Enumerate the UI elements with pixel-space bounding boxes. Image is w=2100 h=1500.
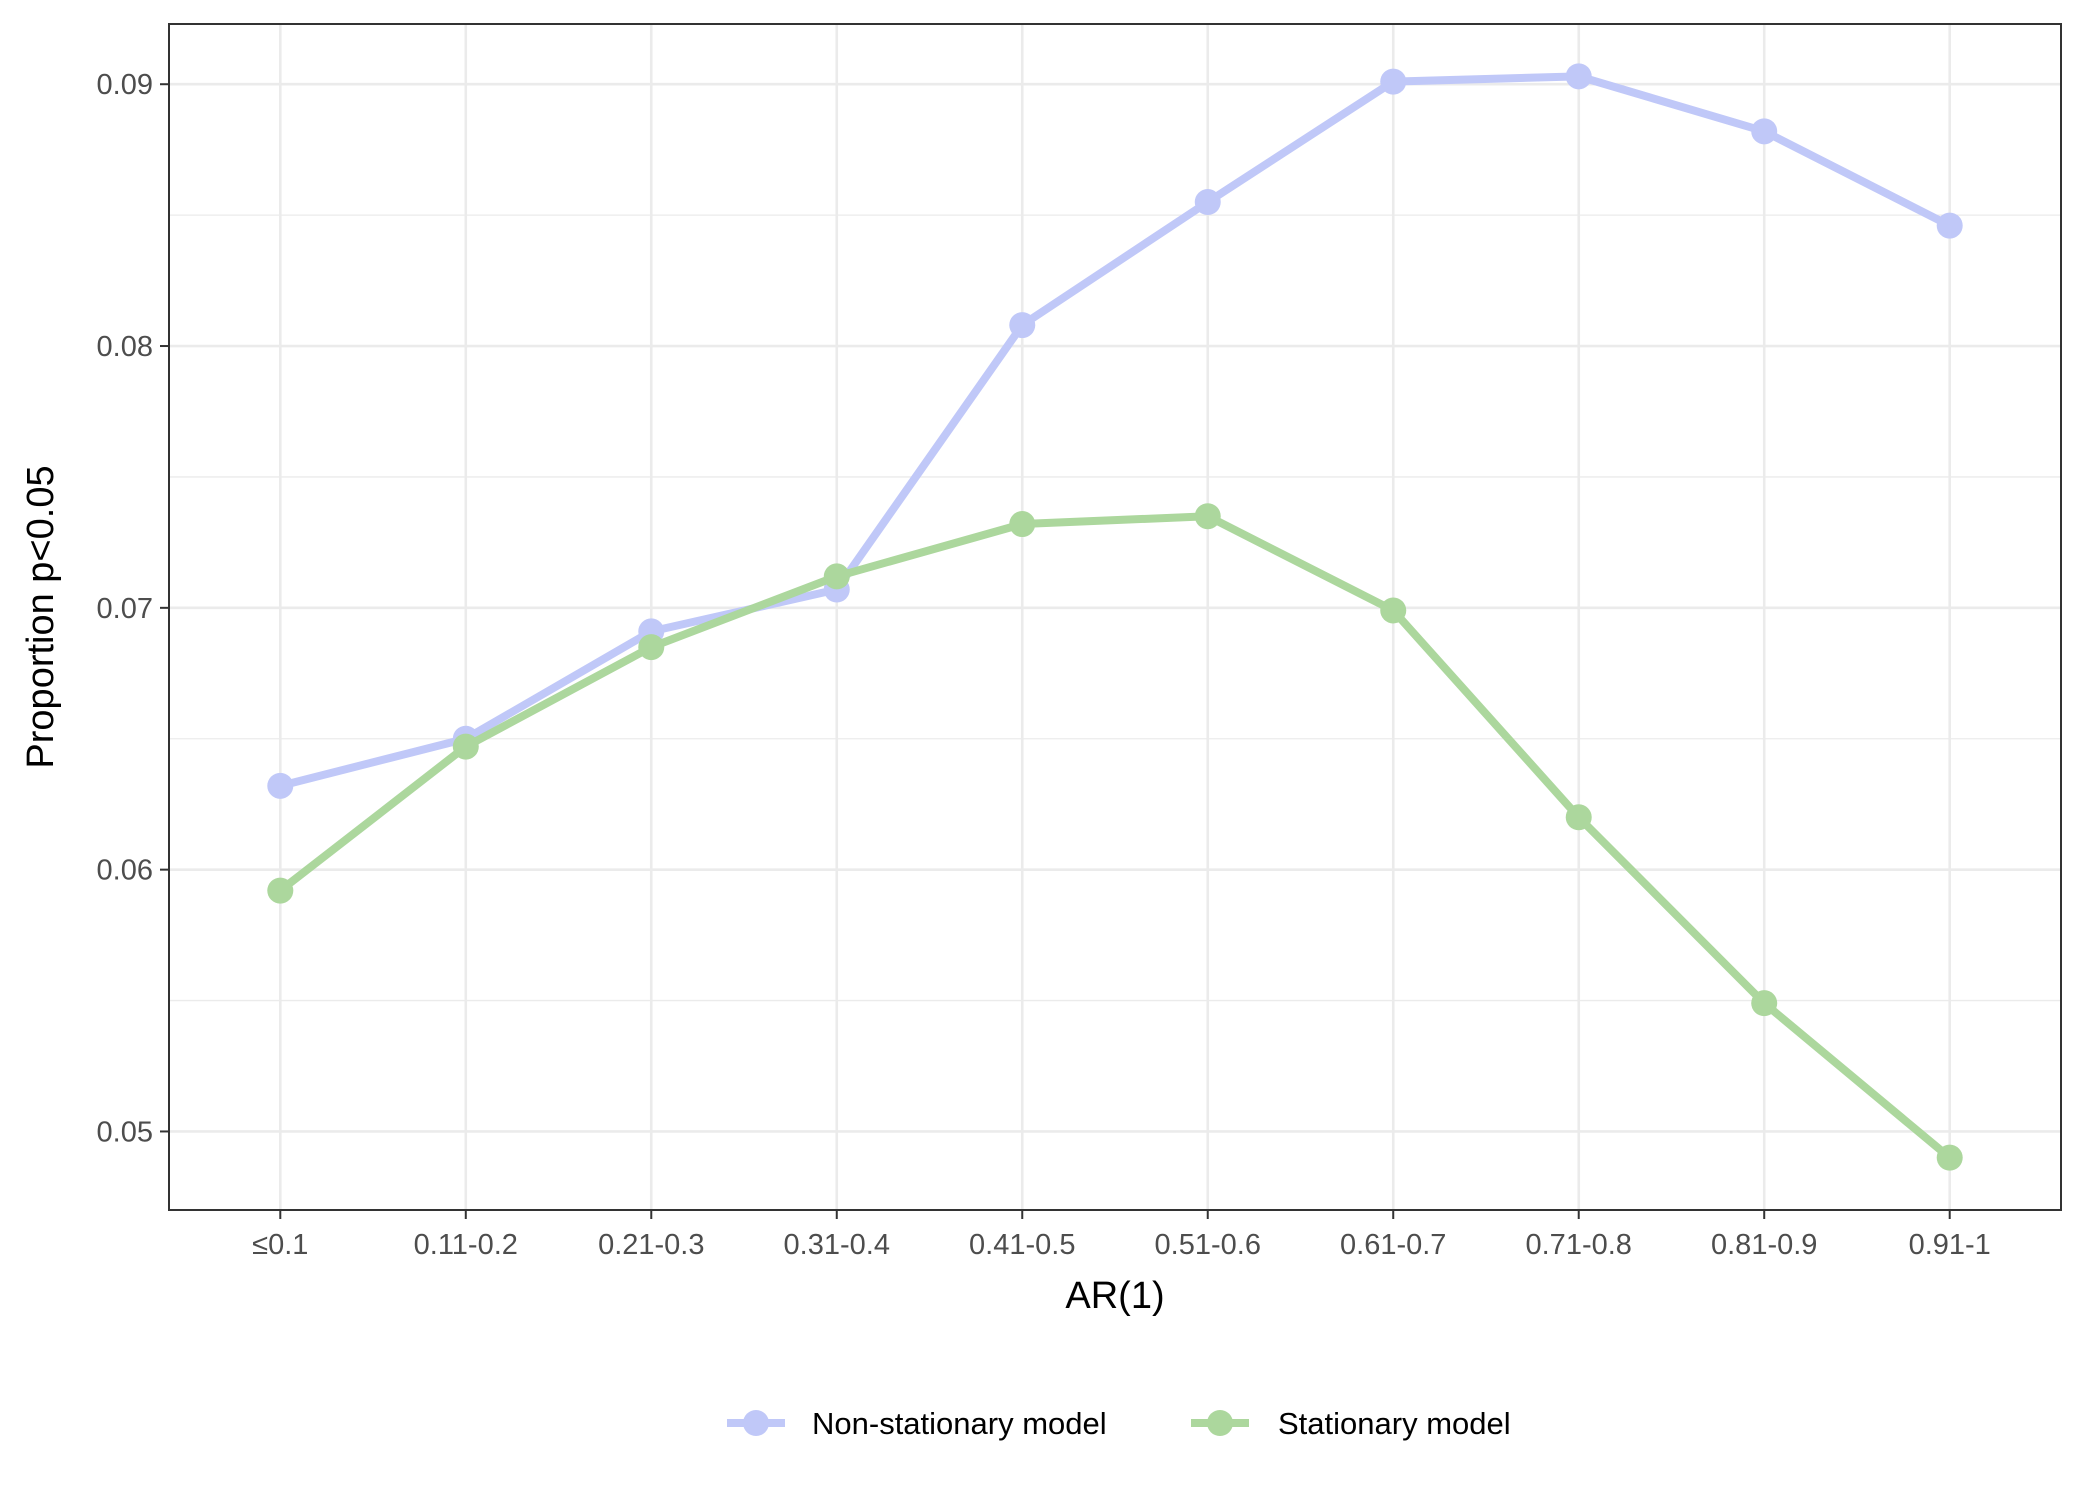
y-tick-label: 0.09	[97, 69, 153, 101]
data-point	[1936, 1144, 1963, 1171]
data-point	[1565, 63, 1592, 90]
data-point	[1751, 118, 1778, 145]
data-point	[1194, 503, 1221, 530]
x-tick-label: 0.21-0.3	[598, 1229, 704, 1261]
legend-entry: Non-stationary model	[727, 1406, 1107, 1441]
x-tick-label: 0.71-0.8	[1526, 1229, 1632, 1261]
legend-label: Non-stationary model	[812, 1406, 1107, 1441]
y-axis: 0.05 0.06 0.07 0.08 0.09	[97, 69, 169, 1148]
series-line	[277, 512, 1953, 1161]
data-point	[1380, 597, 1407, 624]
y-tick-label: 0.06	[97, 855, 153, 887]
plot-panel-border	[168, 23, 2062, 1211]
data-point	[638, 634, 665, 661]
y-tick-label: 0.05	[97, 1116, 153, 1148]
x-tick-label: 0.91-1	[1909, 1229, 1991, 1261]
data-point	[1565, 804, 1592, 831]
y-tick-label: 0.08	[97, 331, 153, 363]
x-tick-label: 0.61-0.7	[1340, 1229, 1446, 1261]
legend-key-point	[743, 1410, 769, 1436]
data-point	[1194, 189, 1221, 216]
data-point	[267, 877, 294, 904]
x-tick-label: 0.41-0.5	[969, 1229, 1075, 1261]
data-point	[1936, 212, 1963, 239]
x-axis: ≤0.1 0.11-0.2 0.21-0.3 0.31-0.4 0.41-0.5 0.51…	[252, 1210, 1991, 1261]
x-tick-label: ≤0.1	[252, 1229, 308, 1261]
x-tick-label: 0.31-0.4	[784, 1229, 890, 1261]
y-axis-title: Proportion p<0.05	[20, 465, 62, 768]
data-point	[1751, 990, 1778, 1017]
series-layer	[267, 63, 1963, 1171]
legend-label: Stationary model	[1278, 1406, 1511, 1441]
x-tick-label: 0.81-0.9	[1711, 1229, 1817, 1261]
data-point	[1380, 68, 1407, 95]
data-point	[1009, 511, 1036, 538]
major-gridlines	[169, 24, 2061, 1210]
x-axis-title: AR(1)	[1065, 1275, 1164, 1317]
series-stationary	[267, 503, 1963, 1171]
data-point	[267, 772, 294, 799]
legend-entry: Stationary model	[1191, 1406, 1511, 1441]
series-line	[279, 72, 1952, 790]
legend: Non-stationary model Stationary model	[727, 1406, 1511, 1441]
x-tick-label: 0.11-0.2	[414, 1229, 518, 1261]
y-tick-label: 0.07	[97, 593, 153, 625]
legend-key-point	[1207, 1410, 1233, 1436]
x-tick-label: 0.51-0.6	[1155, 1229, 1261, 1261]
data-point	[823, 563, 850, 590]
plot-panel	[169, 24, 2061, 1210]
data-point	[1009, 312, 1036, 339]
data-point	[452, 733, 479, 760]
